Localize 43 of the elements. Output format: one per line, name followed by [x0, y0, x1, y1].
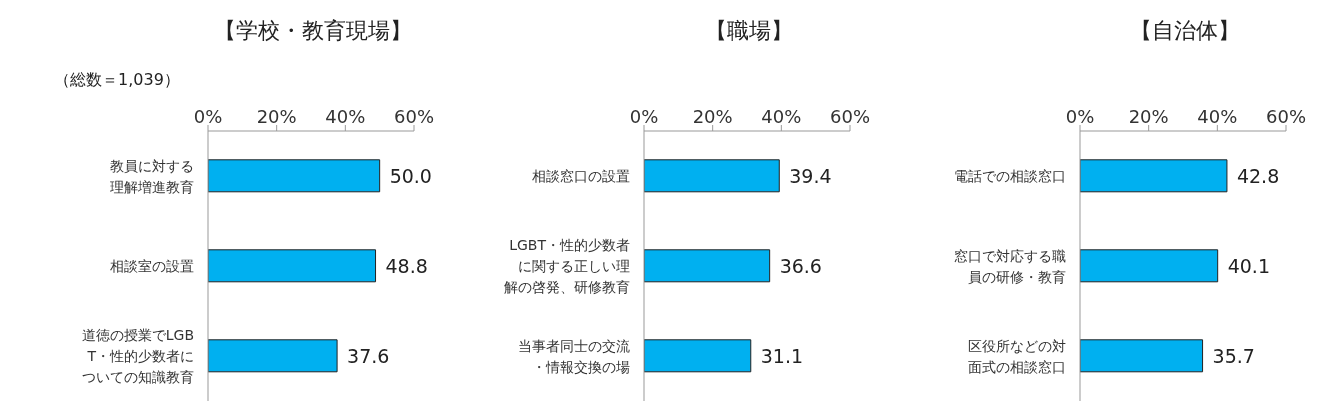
- bar: [208, 339, 338, 373]
- bar: [644, 159, 780, 193]
- y-tick-label: 教員に対する理解増進教育: [110, 157, 194, 195]
- bar: [208, 249, 377, 283]
- bar: [644, 339, 752, 373]
- data-label: 39.4: [789, 164, 832, 187]
- bar: [1080, 249, 1219, 283]
- y-tick-label: 道徳の授業でLGBT・性的少数者についての知識教育: [81, 327, 194, 385]
- x-tick-label: 20%: [256, 106, 297, 127]
- x-tick-label: 60%: [393, 106, 435, 127]
- data-label: 42.8: [1236, 164, 1280, 187]
- data-label: 37.6: [347, 344, 390, 367]
- data-label: 40.1: [1227, 254, 1270, 277]
- x-tick-label: 40%: [325, 106, 366, 127]
- bar: [1080, 159, 1228, 193]
- chart-title: 【職場】: [704, 17, 794, 45]
- y-tick-label: 窓口で対応する職員の研修・教育: [954, 247, 1066, 285]
- data-label: 31.1: [760, 344, 804, 367]
- y-tick-label: 電話での相談窓口: [954, 168, 1066, 184]
- y-tick-label: 相談窓口の設置: [532, 168, 630, 184]
- y-tick-label: 相談室の設置: [110, 258, 194, 274]
- x-tick-label: 60%: [829, 106, 871, 127]
- x-tick-label: 20%: [1128, 106, 1169, 127]
- bar: [644, 249, 771, 283]
- x-tick-label: 60%: [1265, 106, 1307, 127]
- x-tick-label: 40%: [1197, 106, 1238, 127]
- x-tick-label: 20%: [692, 106, 733, 127]
- x-tick-label: 0%: [1065, 106, 1095, 127]
- y-tick-label: 区役所などの対面式の相談窓口: [968, 337, 1066, 375]
- data-label: 35.7: [1212, 344, 1255, 367]
- chart-title: 【自治体】: [1129, 17, 1241, 45]
- data-label: 48.8: [385, 254, 428, 277]
- x-tick-label: 0%: [193, 106, 223, 127]
- y-tick-label: 当事者同士の交流・情報交換の場: [518, 337, 630, 375]
- x-tick-label: 0%: [629, 106, 659, 127]
- text: （総数＝1,039）: [54, 70, 180, 91]
- data-label: 50.0: [389, 164, 432, 187]
- data-label: 36.6: [779, 254, 822, 277]
- y-tick-label: LGBT・性的少数者に関する正しい理解の啓発、研修教育: [504, 237, 630, 295]
- x-tick-label: 40%: [761, 106, 802, 127]
- bar: [1080, 339, 1204, 373]
- bar: [208, 159, 381, 193]
- chart-title: 【学校・教育現場】: [213, 17, 413, 45]
